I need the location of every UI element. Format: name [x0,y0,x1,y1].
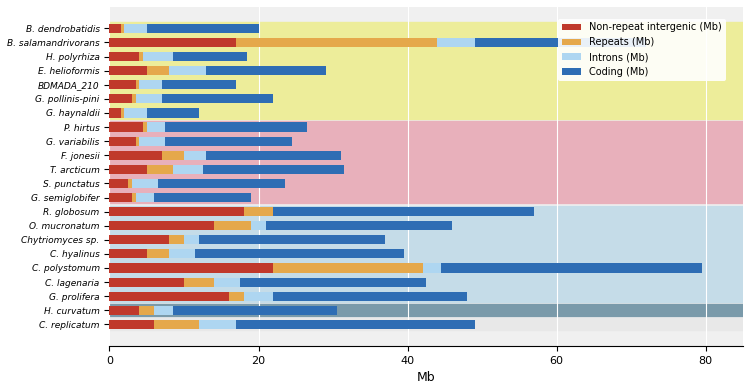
Bar [110,165,147,174]
Bar [169,66,206,75]
Bar [136,94,161,103]
Bar [132,179,158,188]
Bar [266,221,452,230]
Bar [140,80,161,89]
Bar [441,264,702,273]
Bar [229,292,244,301]
Bar [154,193,251,202]
Bar [121,108,124,118]
Bar [147,165,172,174]
Bar [195,249,404,258]
Bar [206,151,340,160]
X-axis label: Mb: Mb [417,371,436,384]
Bar [110,52,140,61]
Bar [136,136,140,146]
Bar [214,221,251,230]
Bar [236,320,475,329]
Bar [110,136,136,146]
Bar [110,249,147,258]
Bar [169,235,184,244]
Bar [110,22,743,119]
Bar [110,122,143,132]
Bar [140,136,165,146]
Bar [274,264,422,273]
Bar [110,38,236,47]
Bar [172,306,337,315]
Bar [161,94,274,103]
Bar [110,306,140,315]
Bar [199,320,236,329]
Bar [128,179,132,188]
Bar [172,52,248,61]
Bar [184,278,214,287]
Bar [110,179,128,188]
Bar [184,235,199,244]
Bar [154,320,199,329]
Bar [140,306,154,315]
Bar [244,207,274,216]
Bar [161,151,184,160]
Bar [110,320,154,329]
Bar [136,80,140,89]
Bar [169,249,195,258]
Bar [110,304,743,316]
Bar [184,151,206,160]
Bar [110,292,229,301]
Bar [110,94,132,103]
Bar [110,121,743,203]
Bar [110,206,743,302]
Bar [244,292,274,301]
Bar [121,24,124,33]
Bar [110,318,743,330]
Bar [147,108,199,118]
Bar [199,235,386,244]
Bar [124,108,147,118]
Bar [110,278,184,287]
Bar [136,193,154,202]
Bar [236,38,437,47]
Bar [132,94,136,103]
Bar [214,278,240,287]
Bar [147,66,169,75]
Bar [110,151,161,160]
Legend: Non-repeat intergenic (Mb), Repeats (Mb), Introns (Mb), Coding (Mb): Non-repeat intergenic (Mb), Repeats (Mb)… [558,19,725,81]
Bar [437,38,475,47]
Bar [158,179,284,188]
Bar [110,235,169,244]
Bar [110,24,121,33]
Bar [154,306,172,315]
Bar [110,108,121,118]
Bar [422,264,441,273]
Bar [110,207,244,216]
Bar [206,66,326,75]
Bar [251,221,266,230]
Bar [110,66,147,75]
Bar [202,165,344,174]
Bar [240,278,426,287]
Bar [165,122,307,132]
Bar [140,52,143,61]
Bar [143,52,172,61]
Bar [110,193,132,202]
Bar [165,136,292,146]
Bar [110,221,214,230]
Bar [132,193,136,202]
Bar [147,122,165,132]
Bar [147,24,259,33]
Bar [172,165,202,174]
Bar [475,38,646,47]
Bar [161,80,236,89]
Bar [110,264,274,273]
Bar [274,207,534,216]
Bar [147,249,169,258]
Bar [110,80,136,89]
Bar [143,122,147,132]
Bar [274,292,467,301]
Bar [124,24,147,33]
